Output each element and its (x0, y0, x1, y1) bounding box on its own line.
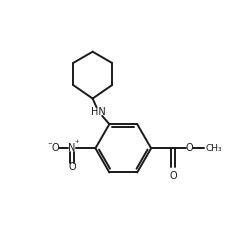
Text: $^+$: $^+$ (73, 138, 80, 147)
Text: O: O (186, 143, 193, 153)
Text: O: O (68, 162, 76, 172)
Text: $^-$: $^-$ (46, 139, 53, 148)
Text: HN: HN (91, 107, 106, 117)
Text: O: O (170, 171, 177, 181)
Text: O: O (52, 143, 59, 153)
Text: N: N (68, 143, 76, 153)
Text: CH₃: CH₃ (206, 144, 223, 153)
